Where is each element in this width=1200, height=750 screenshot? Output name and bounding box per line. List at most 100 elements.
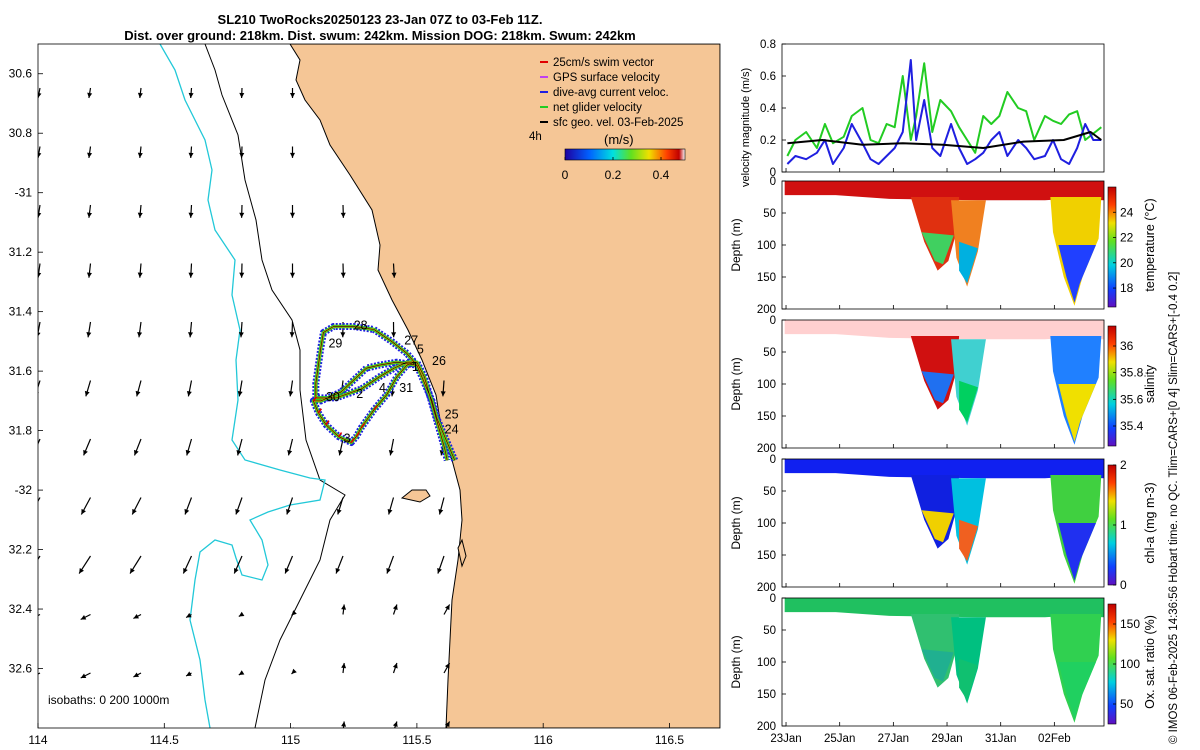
geo-velocity-arrow <box>184 497 193 515</box>
track-day-label: 5 <box>417 342 424 356</box>
geo-velocity-arrow <box>239 87 245 99</box>
geo-velocity-arrow <box>186 730 192 735</box>
section-colorbar-tick-label: 35.4 <box>1120 419 1144 433</box>
track-day-label: 28 <box>354 318 368 332</box>
svg-text:25cm/s swim vector: 25cm/s swim vector <box>553 57 654 69</box>
geo-velocity-arrow <box>133 731 141 736</box>
geo-velocity-arrow <box>81 732 91 737</box>
swim-vector <box>360 423 365 429</box>
section-inner-layer <box>959 658 978 701</box>
track-day-label: 27 <box>404 333 418 347</box>
geo-velocity-arrow <box>392 721 398 728</box>
map-frame <box>37 43 721 729</box>
geo-velocity-arrow <box>335 555 344 574</box>
section-colorbar-tick-label: 2 <box>1120 458 1127 472</box>
time-tick-label: 31Jan <box>985 733 1016 745</box>
velocity-y-tick-label: 0 <box>770 167 776 179</box>
swim-vector <box>325 420 330 426</box>
track-day-label: 2 <box>356 387 363 401</box>
geo-velocity-arrow <box>336 497 344 515</box>
section-y-tick-label: 200 <box>757 304 776 316</box>
geo-velocity-arrow <box>185 671 192 677</box>
velocity-y-tick-label: 0.8 <box>760 39 776 51</box>
track-day-label: 1 <box>412 360 419 374</box>
section-y-tick-label: 150 <box>757 550 776 562</box>
section-y-tick-label: 50 <box>763 347 776 359</box>
isobath-1000m <box>159 44 326 728</box>
section-y-tick-label: 50 <box>763 486 776 498</box>
island <box>400 489 431 503</box>
geo-velocity-arrow <box>137 87 143 99</box>
geo-velocity-arrow <box>137 263 143 278</box>
geo-velocity-arrow <box>391 263 397 278</box>
map-x-tick-label: 114 <box>28 733 47 747</box>
track-day-label: 25 <box>445 408 459 422</box>
geo-velocity-arrow <box>83 438 92 456</box>
map-x-tick-label: 116.5 <box>655 733 684 747</box>
velocity-series-line <box>786 59 1102 165</box>
geo-velocity-arrow <box>238 321 244 338</box>
geo-velocity-arrow <box>440 380 446 397</box>
section-inner-layer <box>1058 523 1096 581</box>
section-y-tick-label: 150 <box>757 689 776 701</box>
geo-velocity-arrow <box>188 146 194 158</box>
velocity-series <box>786 59 1102 165</box>
section-colorbar-label: salinity <box>1143 364 1157 403</box>
track-day-label: 24 <box>445 423 459 437</box>
island <box>457 538 467 568</box>
geo-velocity-arrow <box>340 263 346 278</box>
map-y-tick-label: -31 <box>15 186 33 200</box>
section-y-tick-label: 200 <box>757 582 776 594</box>
legend-item-net: net glider velocity <box>540 102 642 114</box>
speed-colorbar-tick-label: 0 <box>562 168 569 182</box>
section-y-tick-label: 0 <box>770 454 776 466</box>
section-y-label: Depth (m) <box>729 496 743 549</box>
swim-vector <box>312 396 317 402</box>
velocity-frame <box>781 43 1105 173</box>
geo-velocity-arrow <box>185 438 193 456</box>
sfc-geo-velocity-field <box>38 87 451 737</box>
speed-colorbar-tick-label: 0.2 <box>605 168 622 182</box>
map-y-axis: 30.6 30.8 -31 31.2 31.4 31.6 31.8 -32 32.2 32.4 32… <box>9 67 43 676</box>
section-colorbar-tick-label: 18 <box>1120 281 1134 295</box>
geo-velocity-arrow <box>287 438 294 456</box>
map-y-tick-label: 31.2 <box>9 245 33 259</box>
section-y-tick-label: 150 <box>757 272 776 284</box>
swim-vector <box>373 405 378 411</box>
geo-velocity-arrow <box>133 438 142 456</box>
section-inner-layer <box>1058 662 1096 720</box>
geo-velocity-arrow <box>437 555 445 574</box>
geo-velocity-arrow <box>87 204 93 218</box>
geo-velocity-arrow <box>186 380 193 397</box>
track-day-label: 3 <box>344 432 351 446</box>
geo-velocity-arrow <box>237 380 243 397</box>
geo-velocity-arrow <box>185 612 192 619</box>
svg-text:dive-avg current veloc.: dive-avg current veloc. <box>553 87 669 99</box>
geo-velocity-arrow <box>438 497 445 515</box>
velocity-y-tick-label: 0.2 <box>760 135 776 147</box>
geo-velocity-arrow <box>235 497 243 515</box>
swim-vector <box>317 408 323 414</box>
track-day-label: 30 <box>326 390 340 404</box>
geo-velocity-arrow <box>84 380 92 397</box>
geo-velocity-arrow <box>341 604 347 615</box>
geo-velocity-arrow <box>182 555 193 574</box>
track-day-label: 4 <box>379 381 386 395</box>
section-inner-layer <box>921 232 954 265</box>
geo-velocity-arrow <box>291 668 297 675</box>
section-inner-layer <box>921 510 954 543</box>
geo-velocity-arrow <box>443 604 451 615</box>
geo-velocity-arrow <box>341 721 347 728</box>
geo-velocity-arrow <box>443 662 451 674</box>
map-y-tick-label: -32 <box>15 483 33 497</box>
geo-velocity-arrow <box>38 497 41 503</box>
geo-velocity-arrow <box>129 555 142 574</box>
section-surface-layer <box>784 320 1104 340</box>
isobath-note: isobaths: 0 200 1000m <box>48 693 169 707</box>
geo-velocity-arrow <box>290 263 295 278</box>
